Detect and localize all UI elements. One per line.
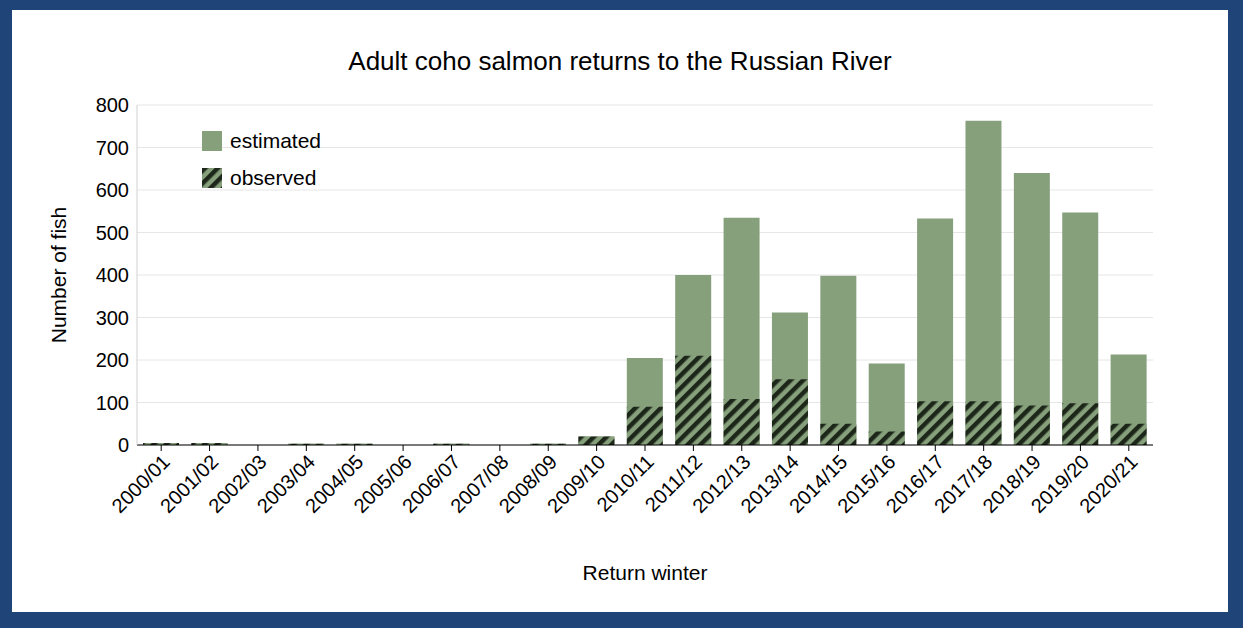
svg-text:300: 300 — [96, 307, 129, 329]
svg-text:2013/14: 2013/14 — [736, 450, 803, 517]
svg-text:2001/02: 2001/02 — [155, 450, 223, 517]
svg-text:2006/07: 2006/07 — [397, 450, 465, 517]
svg-text:800: 800 — [96, 94, 129, 116]
svg-text:700: 700 — [96, 137, 129, 159]
svg-text:2005/06: 2005/06 — [349, 450, 416, 517]
svg-text:2019/20: 2019/20 — [1026, 450, 1094, 517]
svg-text:2000/01: 2000/01 — [107, 450, 175, 517]
svg-text:500: 500 — [96, 222, 129, 244]
svg-text:2011/12: 2011/12 — [640, 450, 707, 516]
svg-text:2016/17: 2016/17 — [881, 450, 949, 517]
svg-text:200: 200 — [96, 349, 129, 371]
svg-text:400: 400 — [96, 264, 129, 286]
svg-text:Number of fish: Number of fish — [47, 207, 70, 344]
svg-text:2004/05: 2004/05 — [300, 450, 368, 517]
html-text:Adult coho salmon returns to t: Adult coho salmon returns to the Russian… — [348, 46, 892, 76]
svg-text:2007/08: 2007/08 — [446, 450, 513, 517]
html-text:estimated: estimated — [230, 128, 321, 152]
svg-text:2003/04: 2003/04 — [252, 450, 320, 517]
svg-text:2002/03: 2002/03 — [204, 450, 271, 517]
svg-text:2017/18: 2017/18 — [929, 450, 997, 517]
svg-text:2008/09: 2008/09 — [494, 450, 562, 517]
svg-text:100: 100 — [96, 392, 129, 414]
svg-text:2015/16: 2015/16 — [833, 450, 900, 517]
svg-text:2014/15: 2014/15 — [784, 450, 852, 517]
svg-text:2012/13: 2012/13 — [688, 450, 755, 517]
svg-text:0: 0 — [118, 434, 129, 456]
svg-text:2010/11: 2010/11 — [592, 450, 658, 516]
svg-text:2018/19: 2018/19 — [978, 450, 1045, 517]
svg-text:2020/21: 2020/21 — [1075, 450, 1142, 517]
html-text:observed: observed — [230, 165, 317, 189]
svg-text:Return winter: Return winter — [583, 561, 708, 584]
svg-text:2009/10: 2009/10 — [542, 450, 610, 517]
svg-text:600: 600 — [96, 179, 129, 201]
